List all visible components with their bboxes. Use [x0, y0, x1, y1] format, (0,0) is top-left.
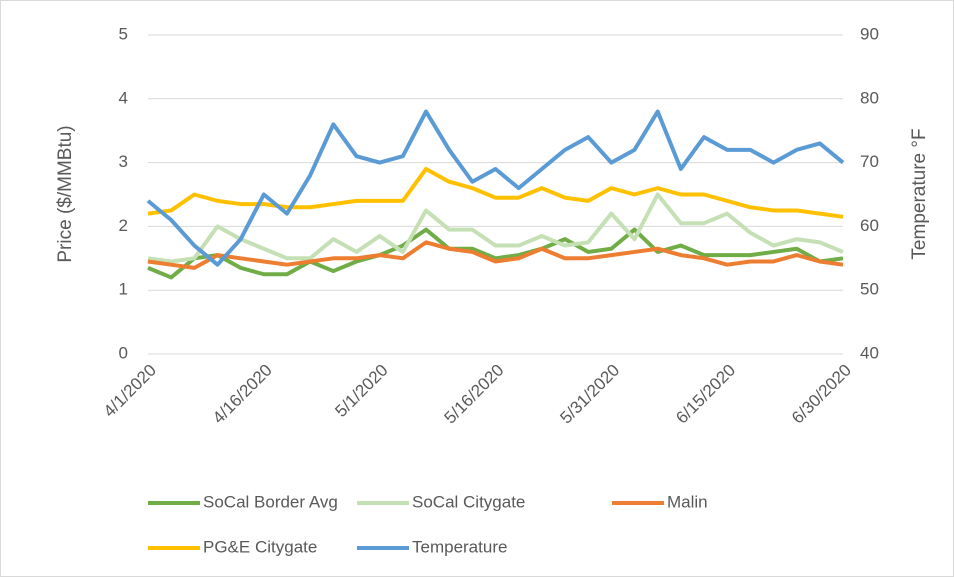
y2-tick-label: 60: [860, 216, 879, 235]
series-line: [147, 192, 844, 264]
y-tick-label: 5: [119, 24, 128, 43]
legend-label: SoCal Citygate: [412, 492, 525, 511]
series-line: [147, 240, 844, 270]
y-axis-title: Price ($/MMBtu): [55, 125, 76, 262]
legend-label: Temperature: [412, 537, 507, 556]
legend-label: SoCal Border Avg: [203, 492, 338, 511]
y-tick-label: 0: [119, 343, 128, 362]
y2-tick-label: 50: [860, 280, 879, 299]
y2-tick-label: 40: [860, 343, 879, 362]
y2-tick-label: 80: [860, 88, 879, 107]
legend-label: PG&E Citygate: [203, 537, 317, 556]
series-line: [147, 166, 844, 219]
y-tick-label: 2: [119, 216, 128, 235]
series-line: [146, 109, 845, 267]
y2-tick-label: 90: [860, 24, 879, 43]
y-tick-label: 4: [119, 88, 128, 107]
y-tick-label: 3: [119, 152, 128, 171]
legend-label: Malin: [667, 492, 708, 511]
y2-axis-title: Temperature °F: [909, 128, 930, 259]
y-tick-label: 1: [119, 280, 128, 299]
series-line: [147, 227, 844, 280]
y2-tick-label: 70: [860, 152, 879, 171]
